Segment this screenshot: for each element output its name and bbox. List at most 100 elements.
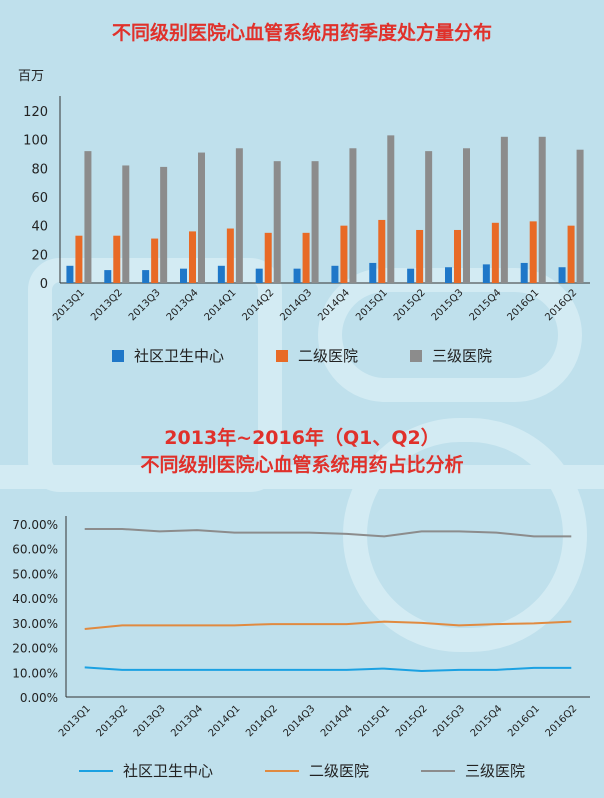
y-tick-label: 20.00%	[12, 642, 58, 656]
x-tick-label: 2015Q3	[430, 287, 466, 323]
bar-1	[482, 264, 490, 283]
bar-3	[349, 148, 357, 283]
y-tick-label: 50.00%	[12, 567, 58, 581]
bar-3	[235, 148, 243, 283]
bar-3	[500, 136, 508, 283]
legend-swatch-secondary	[275, 349, 288, 362]
x-tick-label: 2013Q3	[127, 287, 163, 323]
line-legend-label-secondary: 二级医院	[308, 762, 369, 780]
line-legend-item-secondary: 二级医院	[264, 760, 369, 781]
bar-2	[226, 228, 234, 283]
bar-1	[331, 265, 339, 283]
y-tick-label: 30.00%	[12, 617, 58, 631]
x-tick-label: 2014Q3	[278, 287, 314, 323]
x-tick-label: 2016Q2	[544, 703, 580, 739]
series-line-3	[84, 527, 572, 538]
x-tick-label: 2013Q1	[51, 287, 87, 323]
bar-1	[66, 265, 74, 283]
x-tick-label: 2013Q2	[94, 703, 130, 739]
line-chart-legend: 社区卫生中心 二级医院 三级医院	[0, 760, 604, 781]
y-tick-label: 40	[31, 220, 48, 235]
legend-item-community: 社区卫生中心	[111, 345, 224, 366]
line-legend-label-community: 社区卫生中心	[122, 762, 213, 780]
x-tick-label: 2014Q1	[203, 287, 239, 323]
y-tick-label: 0.00%	[20, 691, 58, 705]
bar-3	[160, 166, 168, 283]
bar-1	[369, 262, 377, 283]
line-legend-item-community: 社区卫生中心	[78, 760, 213, 781]
y-tick-label: 100	[23, 134, 48, 149]
line-legend-swatch-secondary	[264, 769, 299, 772]
x-tick-label: 2016Q1	[505, 287, 541, 323]
bar-2	[189, 231, 196, 283]
bar-2	[416, 229, 424, 283]
bar-2	[491, 222, 499, 283]
bar-2	[340, 225, 348, 283]
bar-1	[142, 270, 150, 283]
bar-3	[311, 161, 319, 283]
x-tick-label: 2013Q1	[57, 703, 93, 739]
y-tick-label: 80	[31, 162, 48, 177]
bar-1	[217, 265, 225, 283]
legend-swatch-tertiary	[410, 349, 422, 362]
x-tick-label: 2014Q2	[244, 703, 280, 739]
legend-item-secondary: 二级医院	[275, 345, 358, 366]
bar-1	[255, 268, 263, 283]
bar-1	[293, 268, 301, 283]
y-tick-label: 10.00%	[12, 666, 58, 680]
line-legend-label-tertiary: 三级医院	[465, 762, 526, 780]
y-tick-label: 60.00%	[12, 543, 58, 557]
line-legend-swatch-community	[78, 769, 113, 772]
x-tick-label: 2015Q3	[431, 703, 467, 739]
bar-chart: 百万 0 20 40 60 80 100 120 2013Q1 2013Q2 2013Q3 2013Q…	[18, 69, 590, 323]
bar-2	[454, 229, 461, 283]
bar-2	[302, 232, 310, 283]
y-tick-label: 60	[31, 191, 48, 206]
y-tick-label: 40.00%	[12, 592, 58, 606]
x-tick-label: 2013Q2	[89, 287, 125, 323]
chart2-title-line2: 不同级别医院心血管系统用药占比分析	[140, 454, 464, 476]
bar-3	[198, 152, 205, 283]
bar-2	[529, 221, 537, 283]
x-tick-label: 2015Q4	[469, 703, 505, 739]
chart2-title-line1: 2013年~2016年（Q1、Q2）	[164, 427, 440, 449]
legend-item-tertiary: 三级医院	[410, 345, 492, 366]
line-chart: 0.00% 10.00% 20.00% 30.00% 40.00% 50.00% 60.00…	[12, 516, 590, 739]
bar-1	[520, 262, 528, 283]
bar-2	[567, 225, 575, 283]
x-tick-label: 2013Q4	[169, 703, 205, 739]
bar-1	[180, 268, 187, 283]
bar-2	[151, 238, 159, 283]
line-legend-swatch-tertiary	[421, 769, 455, 772]
series-line-2	[84, 620, 572, 631]
bar-2	[113, 235, 121, 283]
y-tick-label: 70.00%	[12, 518, 58, 532]
bar-1	[445, 267, 452, 283]
x-tick-label: 2016Q1	[506, 703, 542, 739]
bar-1	[407, 268, 415, 283]
chart1-title: 不同级别医院心血管系统用药季度处方量分布	[111, 22, 492, 44]
bar-3	[538, 136, 546, 283]
bar-1	[104, 270, 112, 283]
bar-chart-legend: 社区卫生中心 二级医院 三级医院	[0, 345, 604, 366]
bar-3	[576, 149, 584, 283]
line-legend-item-tertiary: 三级医院	[421, 760, 525, 781]
x-tick-label: 2015Q1	[356, 703, 392, 739]
x-tick-label: 2015Q4	[468, 287, 504, 323]
legend-label-tertiary: 三级医院	[432, 347, 493, 365]
bar-2	[378, 219, 386, 283]
x-tick-label: 2014Q3	[282, 703, 318, 739]
y-tick-label: 0	[40, 277, 48, 292]
x-tick-label: 2014Q4	[319, 703, 355, 739]
bar-1	[558, 267, 566, 283]
legend-label-secondary: 二级医院	[297, 347, 358, 365]
legend-swatch-community	[111, 349, 124, 362]
x-tick-label: 2016Q2	[543, 287, 579, 323]
x-tick-label: 2015Q2	[394, 703, 430, 739]
bar-3	[273, 161, 281, 283]
bar-3	[387, 135, 395, 283]
x-tick-label: 2014Q4	[316, 287, 352, 323]
bar-3	[84, 151, 92, 283]
bar-3	[122, 165, 130, 283]
